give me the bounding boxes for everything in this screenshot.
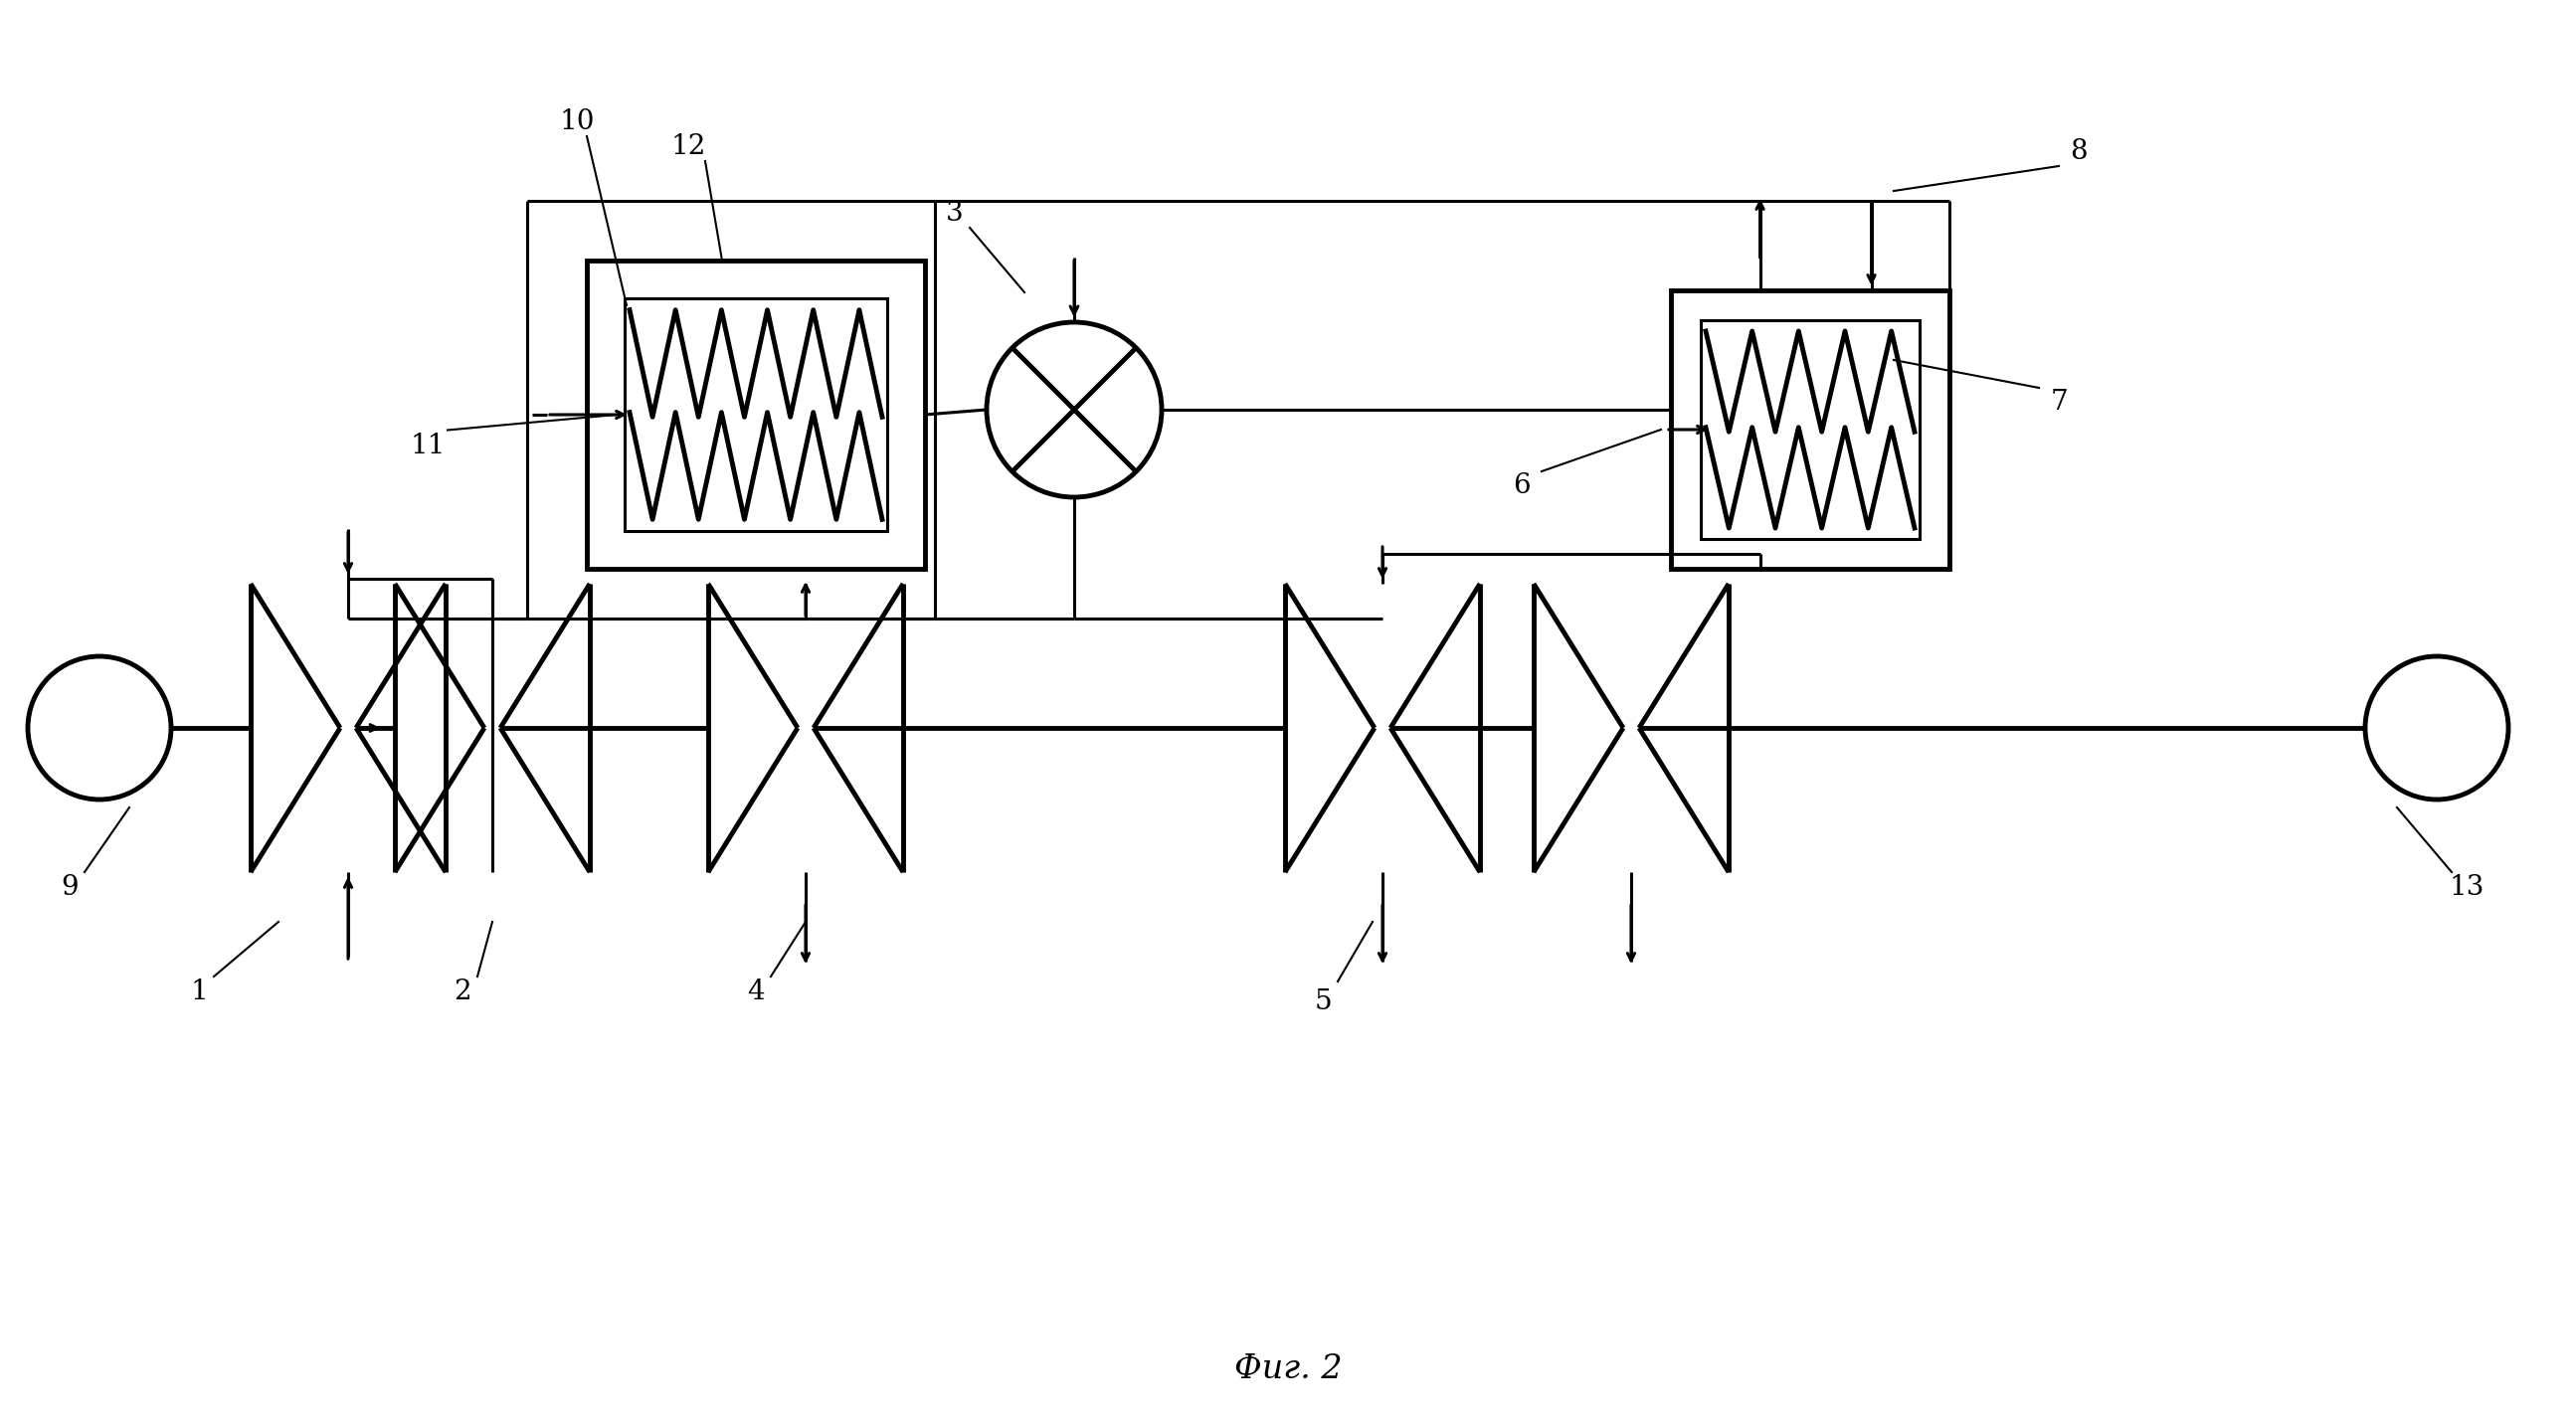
Bar	[623, 298, 886, 531]
Text: 4: 4	[747, 978, 765, 1005]
Bar	[1672, 290, 1950, 568]
Text: Фиг. 2: Фиг. 2	[1234, 1353, 1342, 1386]
Bar	[587, 261, 925, 568]
Text: 1: 1	[191, 978, 209, 1005]
Bar	[1700, 320, 1919, 538]
Text: 6: 6	[1512, 471, 1530, 498]
Text: 13: 13	[2450, 873, 2483, 900]
Text: 12: 12	[670, 132, 706, 159]
Text: 11: 11	[410, 431, 446, 459]
Text: 7: 7	[2050, 389, 2069, 416]
Text: 2: 2	[453, 978, 471, 1005]
Text: 8: 8	[2071, 138, 2087, 165]
Text: 5: 5	[1314, 988, 1332, 1015]
Text: 3: 3	[945, 199, 963, 226]
Text: 10: 10	[559, 108, 595, 135]
Text: 9: 9	[62, 873, 77, 900]
